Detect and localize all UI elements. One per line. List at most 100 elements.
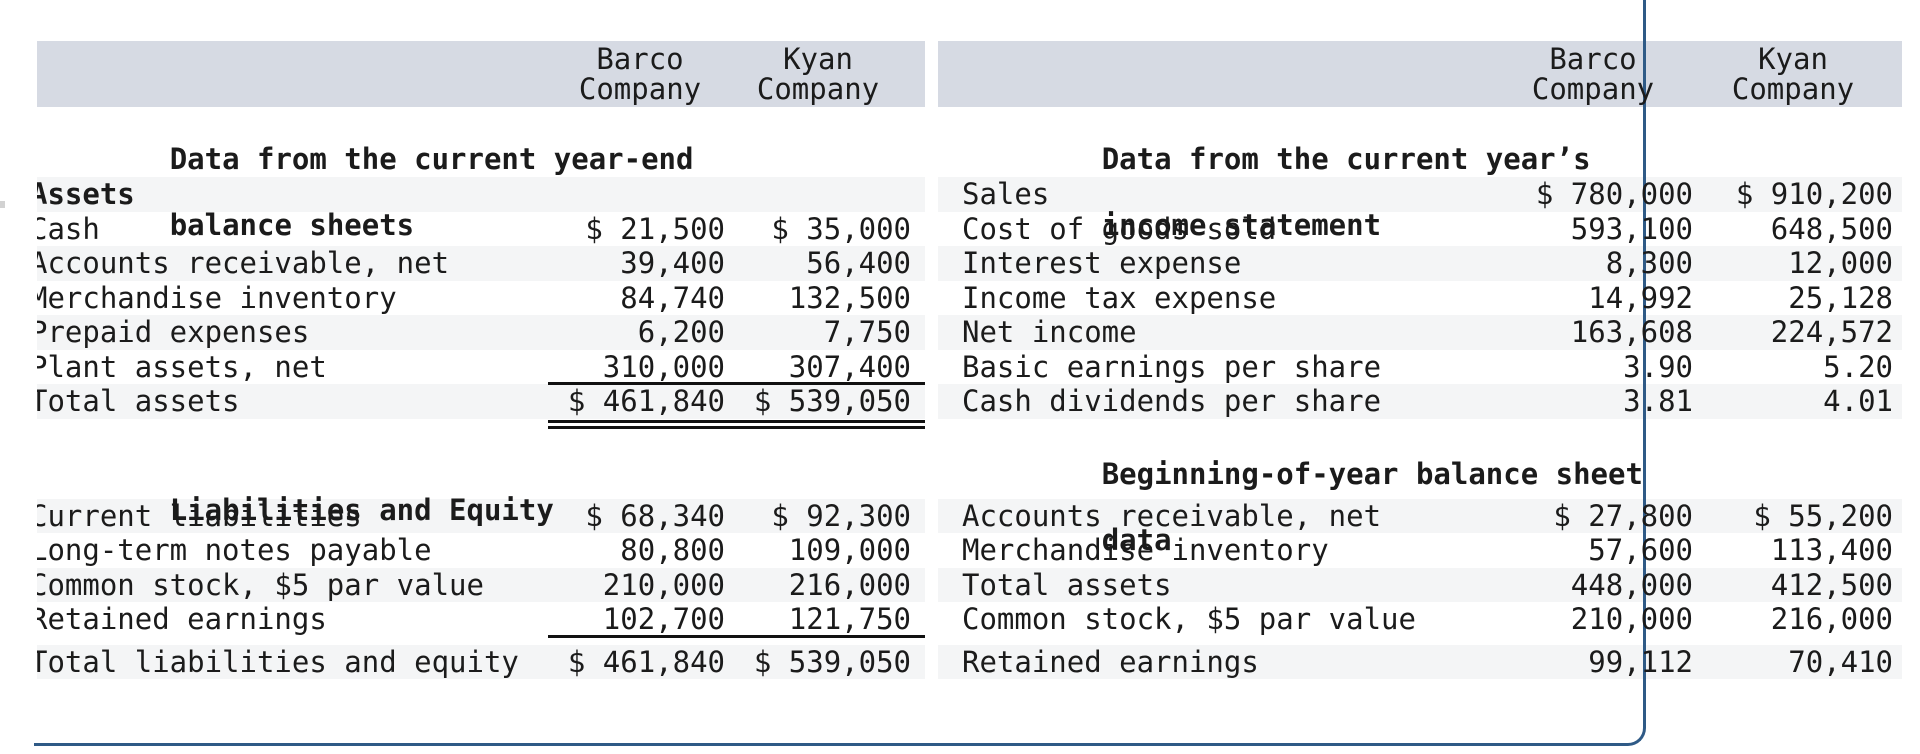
column-header-barco-line1: Barco [596,42,684,76]
barco-value: 57,600 [1588,533,1693,567]
barco-value: $ 780,000 [1535,177,1693,211]
row-label: Retained earnings [962,644,1259,679]
row-label: Accounts receivable, net [962,498,1382,533]
kyan-value: 412,500 [1770,567,1893,602]
row-label: Net income [962,315,1137,349]
row-label: Common stock, $5 par value [962,602,1416,636]
barco-value: 6,200 [637,315,725,349]
section-title-balance-sheets: Data from the current year-end balance s… [169,142,694,242]
column-header-barco-line2: Company [1531,72,1655,106]
kyan-value: 25,128 [1788,280,1893,315]
table-row: Accounts receivable, net 39,400 56,400 [37,246,925,281]
table-row: Interest expense 8,300 12,000 [938,246,1902,281]
table-row: Plant assets, net 310,000 307,400 [37,350,925,385]
row-label: Common stock, $5 par value [37,567,484,602]
barco-value: 210,000 [602,567,725,602]
column-header-barco: Barco Company [555,44,725,107]
barco-value: 310,000 [602,349,725,384]
table-row: Cash $ 21,500 $ 35,000 [37,212,925,247]
table-row: Merchandise inventory 57,600 113,400 [938,533,1902,568]
barco-value: 210,000 [1570,602,1693,636]
row-label: Interest expense [962,246,1242,280]
row-label: Cash dividends per share [962,384,1382,418]
barco-value: 448,000 [1570,567,1693,602]
barco-value: 102,700 [602,602,725,636]
kyan-value: 224,572 [1770,315,1893,349]
row-label: Long-term notes payable [37,533,432,567]
table-row: Prepaid expenses 6,200 7,750 [37,315,925,350]
table-row: Common stock, $5 par value 210,000 216,0… [938,602,1902,637]
column-header-row: Barco Company Kyan Company [37,41,925,107]
balance-sheet-table: Barco Company Kyan Company Data from the… [37,41,925,679]
column-header-barco-line2: Company [578,72,702,106]
row-label: Total assets [962,567,1172,602]
table-row: Cost of goods sold 593,100 648,500 [938,212,1902,247]
single-rule [548,634,925,638]
kyan-value: 648,500 [1770,211,1893,246]
row-label: Total assets [37,384,240,418]
kyan-value: 70,410 [1788,644,1893,679]
kyan-value: 113,400 [1770,533,1893,567]
table-row: Retained earnings 99,112 70,410 [938,644,1902,679]
column-header-kyan-line2: Company [756,72,880,106]
table-row: Basic earnings per share 3.90 5.20 [938,350,1902,385]
income-statement-table: Barco Company Kyan Company Data from the… [938,41,1902,679]
barco-value: 39,400 [620,246,725,280]
double-rule [548,419,925,429]
barco-value: $ 68,340 [585,498,725,533]
column-header-row: Barco Company Kyan Company [938,41,1902,107]
barco-value: $ 461,840 [567,384,725,418]
barco-value: 8,300 [1605,246,1693,280]
row-label: Merchandise inventory [37,280,397,315]
kyan-value: 307,400 [788,349,911,384]
kyan-value: 216,000 [1770,602,1893,636]
kyan-value: 5.20 [1823,349,1893,384]
kyan-value: $ 539,050 [753,384,911,418]
row-label: Assets [37,177,135,211]
row-label: Basic earnings per share [962,349,1382,384]
barco-value: 14,992 [1588,280,1693,315]
table-row: Retained earnings 102,700 121,750 [37,602,925,638]
kyan-value: $ 55,200 [1753,498,1893,533]
section-title-liabilities: Liabilities and Equity [169,492,554,527]
column-header-barco: Barco Company [1493,44,1693,107]
table-row-total: Total liabilities and equity $ 461,840 $… [37,644,925,679]
table-row-total: Total assets $ 461,840 $ 539,050 [37,384,925,429]
table-row: Long-term notes payable 80,800 109,000 [37,533,925,568]
barco-value: 3.90 [1623,349,1693,384]
row-label: Sales [962,177,1050,211]
kyan-value: 216,000 [788,567,911,602]
section-title-beginning-of-year: Beginning-of-year balance sheet data [1101,456,1643,557]
kyan-value [725,177,911,212]
barco-value: $ 461,840 [567,644,725,679]
barco-value: 163,608 [1570,315,1693,349]
column-header-kyan: Kyan Company [725,44,911,107]
kyan-value: 132,500 [788,280,911,315]
kyan-value: 56,400 [806,246,911,280]
row-label: Current liabilities [37,498,362,533]
table-row: Merchandise inventory 84,740 132,500 [37,281,925,316]
column-header-kyan-line1: Kyan [783,42,853,76]
row-label: Accounts receivable, net [37,246,450,280]
single-rule [548,382,925,385]
row-label: Income tax expense [962,280,1277,315]
kyan-value: 109,000 [788,533,911,567]
section-title-income-statement: Data from the current year’s income stat… [1101,142,1591,242]
row-label: Cash [37,211,100,246]
barco-value: 80,800 [620,533,725,567]
column-header-kyan-line1: Kyan [1758,42,1828,76]
kyan-value: 121,750 [788,602,911,636]
column-header-barco-line1: Barco [1549,42,1637,76]
kyan-value: $ 35,000 [771,211,911,246]
table-row: Total assets 448,000 412,500 [938,567,1902,602]
table-row: Current liabilities $ 68,340 $ 92,300 [37,498,925,533]
barco-value: 593,100 [1570,211,1693,246]
row-label: Total liabilities and equity [37,644,519,679]
table-row: Accounts receivable, net $ 27,800 $ 55,2… [938,498,1902,533]
kyan-value: 7,750 [823,315,911,349]
left-edge-artifact [0,201,5,208]
barco-value: 99,112 [1588,644,1693,679]
row-label: Plant assets, net [37,349,327,384]
table-row: Income tax expense 14,992 25,128 [938,281,1902,316]
